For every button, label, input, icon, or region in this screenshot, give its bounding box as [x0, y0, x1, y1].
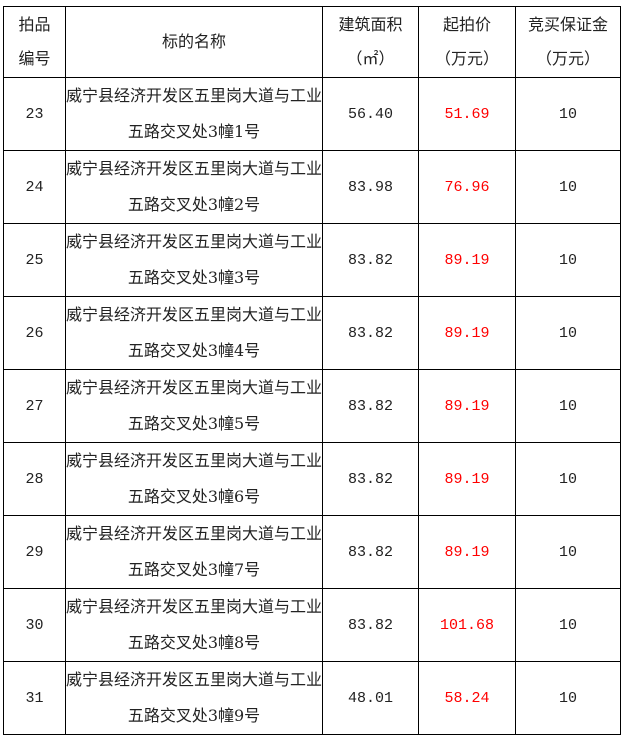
lot-cell: 27 — [3, 369, 66, 443]
deposit-cell: 10 — [515, 223, 621, 297]
deposit-cell: 10 — [515, 661, 621, 735]
price-cell: 58.24 — [418, 661, 516, 735]
price-cell: 51.69 — [418, 77, 516, 151]
deposit-cell: 10 — [515, 588, 621, 662]
area-cell: 48.01 — [322, 661, 419, 735]
header-price: 起拍价 （万元） — [418, 6, 516, 78]
deposit-cell: 10 — [515, 515, 621, 589]
name-cell: 威宁县经济开发区五里岗大道与工业五路交叉处3幢7号 — [65, 515, 323, 589]
table-row: 26 威宁县经济开发区五里岗大道与工业五路交叉处3幢4号 83.82 89.19 10 — [3, 296, 621, 370]
area-cell: 83.82 — [322, 369, 419, 443]
deposit-cell: 10 — [515, 296, 621, 370]
price-cell: 89.19 — [418, 442, 516, 516]
name-cell: 威宁县经济开发区五里岗大道与工业五路交叉处3幢5号 — [65, 369, 323, 443]
lot-cell: 23 — [3, 77, 66, 151]
deposit-cell: 10 — [515, 150, 621, 224]
table-row: 27 威宁县经济开发区五里岗大道与工业五路交叉处3幢5号 83.82 89.19 10 — [3, 369, 621, 443]
name-cell: 威宁县经济开发区五里岗大道与工业五路交叉处3幢9号 — [65, 661, 323, 735]
table-row: 29 威宁县经济开发区五里岗大道与工业五路交叉处3幢7号 83.82 89.19 10 — [3, 515, 621, 589]
price-cell: 89.19 — [418, 223, 516, 297]
area-cell: 83.82 — [322, 223, 419, 297]
name-cell: 威宁县经济开发区五里岗大道与工业五路交叉处3幢6号 — [65, 442, 323, 516]
area-cell: 83.82 — [322, 296, 419, 370]
table-row: 28 威宁县经济开发区五里岗大道与工业五路交叉处3幢6号 83.82 89.19 10 — [3, 442, 621, 516]
lot-cell: 26 — [3, 296, 66, 370]
auction-lots-table: 拍品 编号 标的名称 建筑面积 （㎡） 起拍价 （万元） 竞买保证金 （万元） … — [3, 6, 621, 735]
table-row: 30 威宁县经济开发区五里岗大道与工业五路交叉处3幢8号 83.82 101.68 10 — [3, 588, 621, 662]
price-cell: 89.19 — [418, 296, 516, 370]
name-cell: 威宁县经济开发区五里岗大道与工业五路交叉处3幢2号 — [65, 150, 323, 224]
table-row: 23 威宁县经济开发区五里岗大道与工业五路交叉处3幢1号 56.40 51.69 10 — [3, 77, 621, 151]
header-name: 标的名称 — [65, 6, 323, 78]
header-lot: 拍品 编号 — [3, 6, 66, 78]
deposit-cell: 10 — [515, 442, 621, 516]
lot-cell: 29 — [3, 515, 66, 589]
lot-cell: 24 — [3, 150, 66, 224]
deposit-cell: 10 — [515, 77, 621, 151]
header-deposit: 竞买保证金 （万元） — [515, 6, 621, 78]
area-cell: 83.98 — [322, 150, 419, 224]
price-cell: 101.68 — [418, 588, 516, 662]
name-cell: 威宁县经济开发区五里岗大道与工业五路交叉处3幢1号 — [65, 77, 323, 151]
lot-cell: 28 — [3, 442, 66, 516]
table-row: 31 威宁县经济开发区五里岗大道与工业五路交叉处3幢9号 48.01 58.24 10 — [3, 661, 621, 735]
header-row: 拍品 编号 标的名称 建筑面积 （㎡） 起拍价 （万元） 竞买保证金 （万元） — [3, 6, 621, 78]
area-cell: 83.82 — [322, 442, 419, 516]
name-cell: 威宁县经济开发区五里岗大道与工业五路交叉处3幢8号 — [65, 588, 323, 662]
deposit-cell: 10 — [515, 369, 621, 443]
name-cell: 威宁县经济开发区五里岗大道与工业五路交叉处3幢4号 — [65, 296, 323, 370]
name-cell: 威宁县经济开发区五里岗大道与工业五路交叉处3幢3号 — [65, 223, 323, 297]
lot-cell: 31 — [3, 661, 66, 735]
price-cell: 89.19 — [418, 369, 516, 443]
header-area: 建筑面积 （㎡） — [322, 6, 419, 78]
area-cell: 83.82 — [322, 515, 419, 589]
area-cell: 83.82 — [322, 588, 419, 662]
price-cell: 89.19 — [418, 515, 516, 589]
table-row: 25 威宁县经济开发区五里岗大道与工业五路交叉处3幢3号 83.82 89.19 10 — [3, 223, 621, 297]
lot-cell: 25 — [3, 223, 66, 297]
table-row: 24 威宁县经济开发区五里岗大道与工业五路交叉处3幢2号 83.98 76.96 10 — [3, 150, 621, 224]
area-cell: 56.40 — [322, 77, 419, 151]
lot-cell: 30 — [3, 588, 66, 662]
price-cell: 76.96 — [418, 150, 516, 224]
